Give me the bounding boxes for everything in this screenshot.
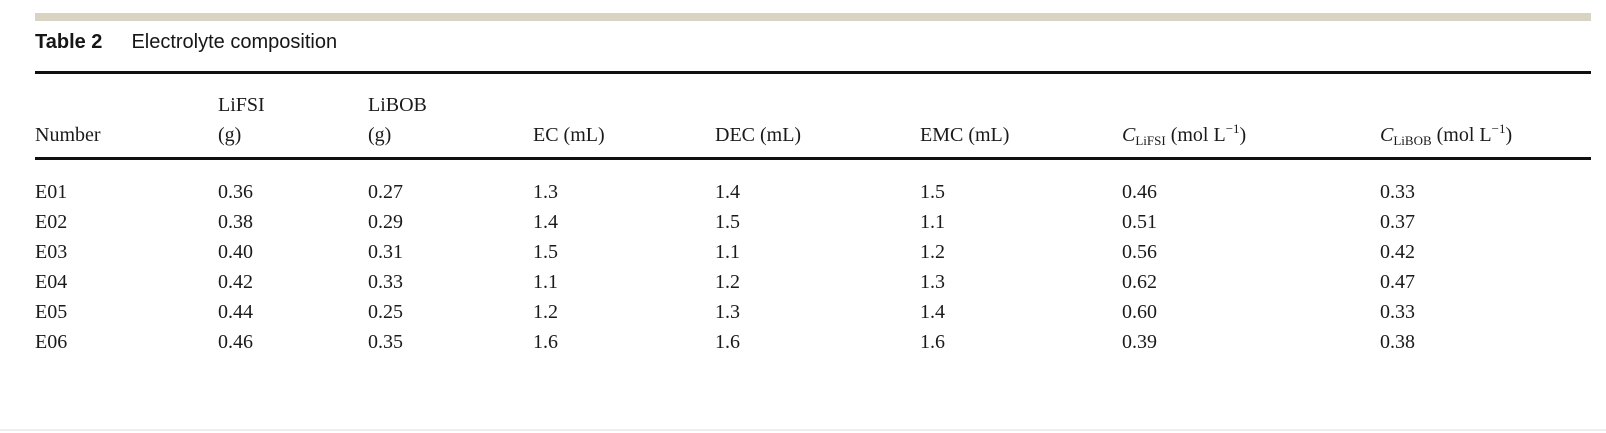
table-cell: 0.33 <box>1380 301 1415 323</box>
table-cell: 1.6 <box>920 331 945 353</box>
table-cell: 1.4 <box>533 211 558 233</box>
row-label: E03 <box>35 241 68 263</box>
table-cell: 1.3 <box>920 271 945 293</box>
table-row: E04 0.42 0.33 1.1 1.2 1.3 0.62 0.47 <box>35 267 1591 297</box>
column-header-c-lifsi: CLiFSI (mol L−1) <box>1122 121 1247 148</box>
table-cell: 1.6 <box>533 331 558 353</box>
table-cell: 1.1 <box>715 241 740 263</box>
table-header-rule <box>35 157 1591 160</box>
table-row: E02 0.38 0.29 1.4 1.5 1.1 0.51 0.37 <box>35 207 1591 237</box>
table-caption: Table 2 Electrolyte composition <box>35 31 337 54</box>
table-cell: 1.4 <box>920 301 945 323</box>
row-label: E05 <box>35 301 68 323</box>
table-cell: 1.4 <box>715 181 740 203</box>
table-top-rule <box>35 71 1591 74</box>
table-cell: 0.37 <box>1380 211 1415 233</box>
table-cell: 0.31 <box>368 241 403 263</box>
row-label: E01 <box>35 181 68 203</box>
table-row: E06 0.46 0.35 1.6 1.6 1.6 0.39 0.38 <box>35 327 1591 357</box>
table-cell: 1.2 <box>920 241 945 263</box>
table-cell: 0.51 <box>1122 211 1157 233</box>
table-row: E01 0.36 0.27 1.3 1.4 1.5 0.46 0.33 <box>35 177 1591 207</box>
table-cell: 1.2 <box>533 301 558 323</box>
table-cell: 0.27 <box>368 181 403 203</box>
table-cell: 0.47 <box>1380 271 1415 293</box>
table-cell: 0.33 <box>368 271 403 293</box>
table-cell: 1.1 <box>533 271 558 293</box>
table-row: E03 0.40 0.31 1.5 1.1 1.2 0.56 0.42 <box>35 237 1591 267</box>
table-cell: 0.46 <box>1122 181 1157 203</box>
table-cell: 0.42 <box>218 271 253 293</box>
table-cell: 1.1 <box>920 211 945 233</box>
table-caption-text: Electrolyte composition <box>131 31 338 53</box>
column-header-emc: EMC (mL) <box>920 124 1010 146</box>
table-cell: 1.6 <box>715 331 740 353</box>
table-cell: 0.25 <box>368 301 403 323</box>
table-label: Table 2 <box>35 31 103 53</box>
column-header-dec: DEC (mL) <box>715 124 802 146</box>
table-cell: 1.2 <box>715 271 740 293</box>
page-bottom-edge <box>0 429 1606 431</box>
table-cell: 1.5 <box>920 181 945 203</box>
table-cell: 0.40 <box>218 241 253 263</box>
table-cell: 0.36 <box>218 181 253 203</box>
table-cell: 0.62 <box>1122 271 1157 293</box>
table-cell: 0.29 <box>368 211 403 233</box>
table-cell: 0.44 <box>218 301 253 323</box>
table-cell: 0.42 <box>1380 241 1415 263</box>
table-accent-bar <box>35 13 1591 21</box>
table-cell: 0.60 <box>1122 301 1157 323</box>
table-cell: 0.35 <box>368 331 403 353</box>
table-cell: 1.3 <box>715 301 740 323</box>
table-body: E01 0.36 0.27 1.3 1.4 1.5 0.46 0.33 E02 0.38 0.29 1… <box>35 177 1591 357</box>
table-cell: 0.39 <box>1122 331 1157 353</box>
row-label: E04 <box>35 271 68 293</box>
table-cell: 1.5 <box>715 211 740 233</box>
table-cell: 0.56 <box>1122 241 1157 263</box>
column-header-number: Number <box>35 124 101 146</box>
column-header-lifsi-g: LiFSI (g) <box>218 94 265 146</box>
column-header-libob-g: LiBOB (g) <box>368 94 427 146</box>
table-cell: 0.46 <box>218 331 253 353</box>
table-cell: 0.33 <box>1380 181 1415 203</box>
row-label: E02 <box>35 211 68 233</box>
table-cell: 1.5 <box>533 241 558 263</box>
table-cell: 0.38 <box>1380 331 1415 353</box>
table-row: E05 0.44 0.25 1.2 1.3 1.4 0.60 0.33 <box>35 297 1591 327</box>
table-cell: 1.3 <box>533 181 558 203</box>
row-label: E06 <box>35 331 68 353</box>
column-header-ec: EC (mL) <box>533 124 605 146</box>
table-cell: 0.38 <box>218 211 253 233</box>
table-header-row: Number LiFSI (g) LiBOB (g) EC (mL) DEC (… <box>35 90 1591 150</box>
column-header-c-libob: CLiBOB (mol L−1) <box>1380 121 1513 148</box>
